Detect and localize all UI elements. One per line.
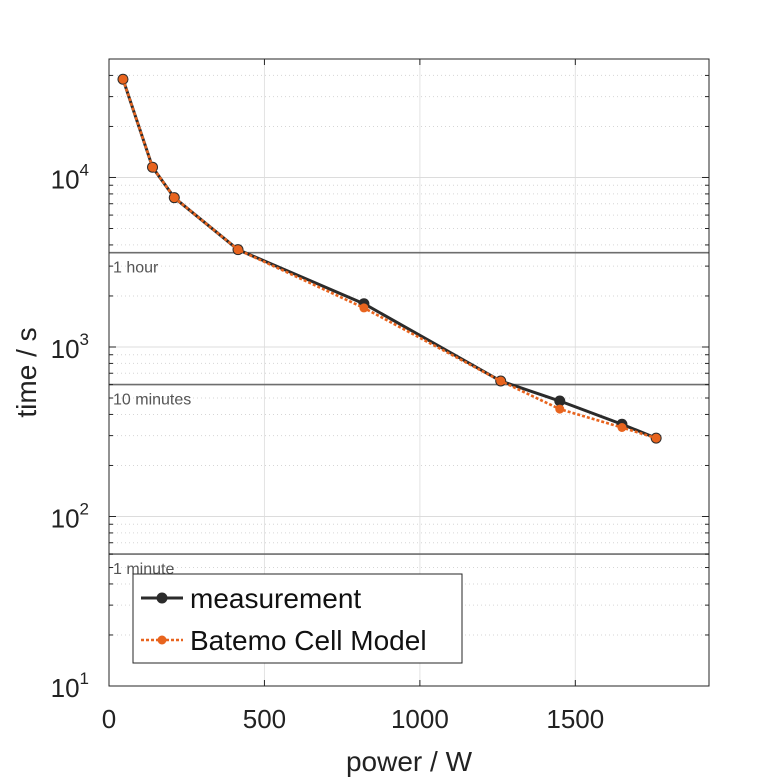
x-axis-ticks: 0 500 1000 1500 [102,59,604,734]
legend: measurement Batemo Cell Model [132,573,463,664]
x-axis-label: power / W [346,746,473,777]
legend-label-batemo-cell-model: Batemo Cell Model [190,625,427,656]
plot-frame [108,58,710,687]
y-axis-label: time / s [11,327,42,417]
legend-marker-measurement [156,592,168,604]
legend-box [132,573,463,664]
data-point-batemo-cell-model [118,74,128,84]
legend-marker-batemo-cell-model [157,635,167,645]
data-point-batemo-cell-model [169,193,179,203]
x-tick-label: 500 [243,704,286,734]
y-tick-label: 101 [51,669,89,703]
y-tick-label: 104 [51,160,89,194]
reference-line-label: 1 hour [113,260,159,277]
data-point-measurement [554,395,566,407]
data-point-batemo-cell-model [555,404,565,414]
data-point-batemo-cell-model [148,162,158,172]
data-point-batemo-cell-model [233,245,243,255]
data-point-batemo-cell-model [651,433,661,443]
data-point-batemo-cell-model [617,422,627,432]
y-axis-ticks: 101 102 103 104 [51,58,709,703]
x-tick-label: 1000 [391,704,449,734]
reference-line-label: 10 minutes [113,392,191,409]
legend-label-measurement: measurement [190,583,361,614]
data-point-batemo-cell-model [496,376,506,386]
x-tick-label: 1500 [546,704,604,734]
data-point-batemo-cell-model [359,303,369,313]
y-tick-label: 103 [51,330,89,364]
y-tick-label: 102 [51,499,89,533]
x-tick-label: 0 [102,704,116,734]
data-series [117,73,662,444]
